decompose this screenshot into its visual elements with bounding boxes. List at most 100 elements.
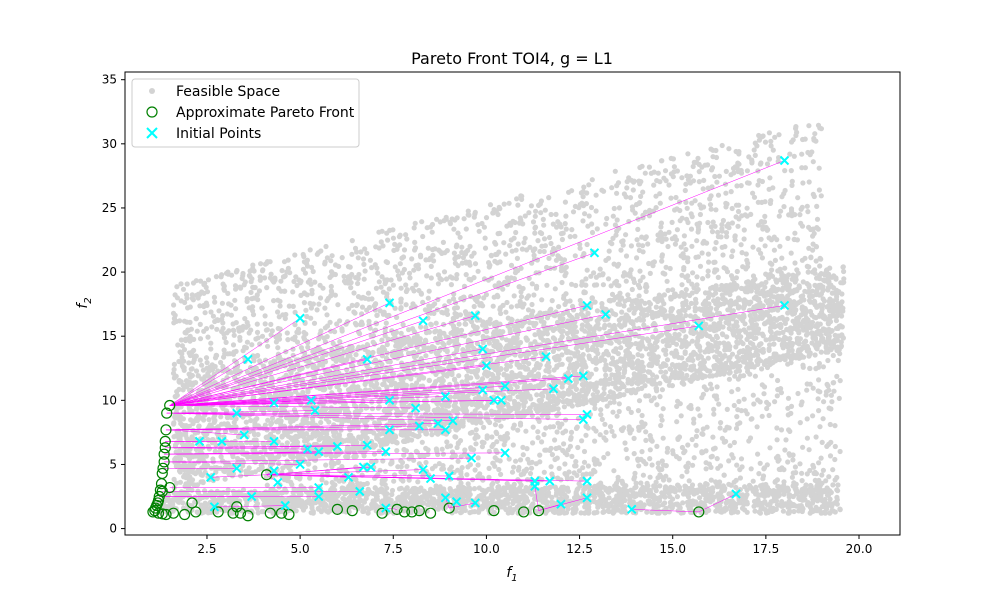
feasible-point — [774, 502, 781, 508]
feasible-point — [763, 298, 770, 304]
feasible-point — [650, 334, 656, 340]
feasible-point — [288, 370, 294, 376]
feasible-point — [435, 491, 441, 497]
feasible-point — [669, 362, 676, 368]
feasible-point — [255, 510, 261, 516]
feasible-point — [565, 506, 571, 512]
feasible-point — [396, 486, 403, 492]
feasible-point — [583, 399, 589, 406]
feasible-point — [742, 507, 748, 513]
feasible-point — [555, 353, 561, 359]
feasible-point — [237, 490, 243, 496]
feasible-point — [172, 456, 178, 462]
feasible-point — [767, 315, 773, 321]
feasible-point — [561, 510, 568, 516]
feasible-point — [834, 494, 840, 500]
feasible-point — [294, 413, 300, 419]
feasible-point — [342, 491, 348, 497]
feasible-point — [605, 507, 611, 514]
feasible-point — [837, 507, 843, 513]
feasible-point — [787, 336, 793, 342]
feasible-point — [271, 427, 277, 433]
feasible-point — [832, 509, 838, 515]
feasible-point — [353, 352, 359, 358]
feasible-point — [540, 330, 546, 336]
feasible-point — [716, 310, 723, 316]
feasible-point — [608, 500, 615, 506]
feasible-point — [218, 414, 224, 420]
feasible-point — [785, 510, 791, 516]
feasible-point — [384, 341, 390, 348]
feasible-point — [226, 496, 232, 502]
feasible-point — [484, 329, 490, 335]
feasible-point — [345, 353, 351, 359]
feasible-point — [243, 419, 249, 425]
feasible-point — [705, 294, 712, 301]
feasible-point — [365, 510, 371, 516]
feasible-point — [211, 415, 217, 421]
feasible-point — [675, 508, 681, 514]
feasible-point — [649, 509, 655, 515]
feasible-point — [833, 296, 840, 303]
feasible-point — [192, 470, 198, 476]
feasible-point — [705, 341, 711, 347]
feasible-point — [419, 508, 425, 514]
feasible-point — [640, 317, 647, 323]
feasible-point — [709, 336, 716, 342]
feasible-point — [663, 505, 669, 511]
feasible-point — [501, 485, 507, 491]
feasible-point — [692, 308, 698, 314]
feasible-point — [798, 321, 804, 327]
feasible-point — [762, 359, 768, 366]
feasible-point — [581, 487, 587, 493]
feasible-point — [594, 389, 601, 395]
feasible-point — [423, 353, 429, 359]
feasible-point — [708, 285, 714, 291]
feasible-point — [756, 499, 762, 505]
feasible-point — [315, 505, 321, 512]
feasible-point — [426, 502, 432, 508]
feasible-point — [210, 459, 216, 465]
feasible-point — [642, 300, 648, 306]
feasible-point — [500, 329, 506, 335]
feasible-point — [654, 360, 660, 366]
feasible-point — [584, 508, 590, 514]
feasible-point — [524, 488, 530, 494]
feasible-point — [659, 490, 665, 496]
feasible-point — [429, 432, 435, 438]
feasible-point — [633, 484, 639, 490]
feasible-point — [405, 404, 411, 410]
feasible-point — [794, 340, 800, 346]
feasible-point — [796, 314, 802, 321]
feasible-point — [462, 405, 469, 411]
feasible-point — [548, 499, 555, 505]
feasible-point — [512, 389, 519, 395]
feasible-point — [503, 345, 509, 351]
feasible-point — [229, 428, 235, 434]
feasible-point — [826, 336, 832, 342]
feasible-point — [731, 509, 737, 515]
feasible-point — [735, 509, 741, 515]
feasible-point — [665, 332, 671, 338]
feasible-point — [463, 410, 469, 416]
feasible-point — [663, 369, 669, 375]
feasible-point — [627, 362, 633, 368]
feasible-point — [714, 348, 720, 354]
feasible-point — [798, 503, 804, 509]
feasible-point — [561, 404, 568, 410]
feasible-point — [600, 509, 607, 515]
feasible-point — [774, 317, 780, 323]
feasible-point — [398, 352, 404, 358]
feasible-point — [170, 501, 176, 507]
feasible-point — [569, 403, 575, 409]
feasible-point — [679, 307, 686, 313]
feasible-point — [228, 439, 234, 446]
feasible-point — [631, 306, 637, 312]
feasible-point — [534, 508, 540, 515]
feasible-point — [262, 357, 269, 363]
feasible-point — [668, 501, 675, 508]
feasible-point — [476, 507, 482, 514]
feasible-point — [738, 334, 744, 340]
feasible-point — [605, 489, 611, 495]
feasible-point — [615, 507, 622, 513]
